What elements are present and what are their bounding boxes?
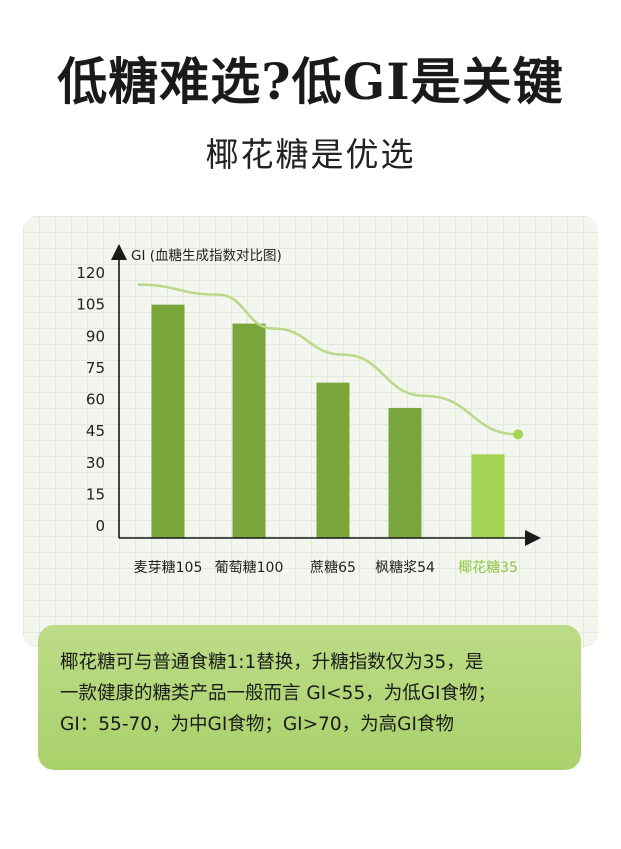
x-tick-label: 椰花糖35 — [458, 560, 518, 576]
y-tick-label: 75 — [86, 359, 105, 377]
trend-endpoint — [513, 429, 523, 440]
x-tick-label: 麦芽糖105 — [134, 560, 203, 576]
y-tick-label: 120 — [76, 264, 105, 282]
bar-3 — [388, 407, 422, 538]
trend-curve — [137, 283, 519, 436]
x-tick-label: 枫糖浆54 — [375, 560, 435, 576]
gi-bar-chart: GI (血糖生成指数对比图) 120 105 90 75 60 45 30 15 0 麦芽糖10… — [76, 244, 541, 576]
page-subtitle: 椰花糖是优选 — [205, 135, 416, 174]
description-line: 椰花糖可与普通食糖1:1替换，升糖指数仅为35，是 — [60, 652, 484, 673]
y-tick-label: 90 — [86, 327, 105, 345]
y-tick-label: 105 — [76, 296, 105, 314]
x-tick-label: 葡萄糖100 — [215, 560, 284, 576]
bar-2 — [316, 382, 350, 538]
y-tick-label: 15 — [86, 485, 105, 503]
x-tick-labels: 麦芽糖105 葡萄糖100 蔗糖65 枫糖浆54 椰花糖35 — [134, 560, 518, 576]
bar-1 — [232, 323, 266, 538]
y-axis-label: GI (血糖生成指数对比图) — [131, 248, 282, 264]
description-line: GI：55-70，为中GI食物；GI>70，为高GI食物 — [60, 714, 454, 735]
chart-panel: GI (血糖生成指数对比图) 120 105 90 75 60 45 30 15 0 麦芽糖10… — [23, 216, 598, 646]
y-tick-labels: 120 105 90 75 60 45 30 15 0 — [76, 264, 105, 535]
bar-0 — [151, 304, 185, 538]
bars — [151, 304, 505, 538]
description-box: 椰花糖可与普通食糖1:1替换，升糖指数仅为35，是 一款健康的糖类产品一般而言 … — [38, 625, 581, 770]
page-title: 低糖难选?低GI是关键 — [57, 52, 564, 111]
y-tick-label: 45 — [86, 422, 105, 440]
y-tick-label: 60 — [86, 391, 105, 409]
description-line: 一款健康的糖类产品一般而言 GI<55，为低GI食物； — [60, 683, 497, 704]
y-tick-label: 30 — [86, 454, 105, 472]
x-tick-label: 蔗糖65 — [310, 560, 356, 576]
y-tick-label: 0 — [95, 517, 105, 535]
bar-4 — [471, 454, 505, 538]
